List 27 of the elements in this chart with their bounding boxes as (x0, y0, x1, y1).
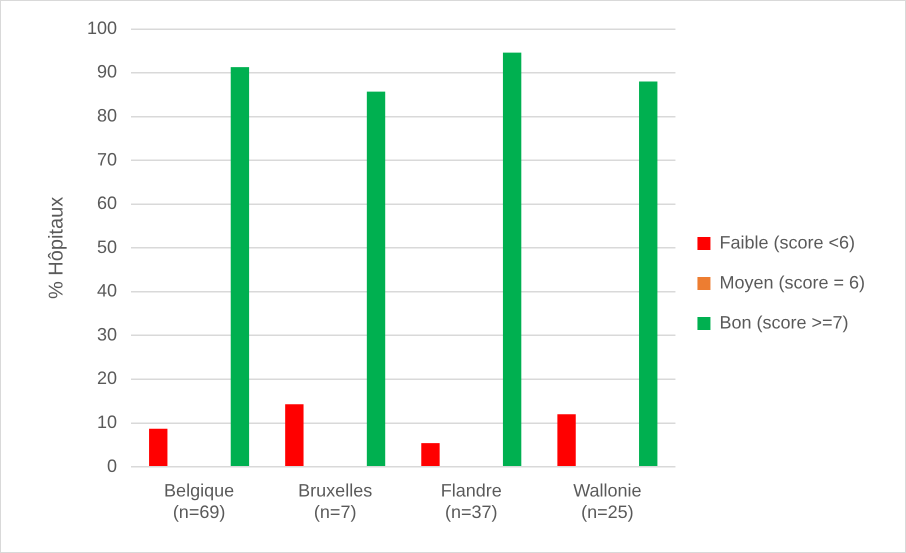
y-tick-label: 90 (97, 62, 118, 82)
y-tick-label: 40 (97, 280, 118, 301)
y-tick-label: 80 (97, 106, 118, 126)
y-tick-label: 10 (97, 412, 118, 432)
x-tick-label: Wallonie (n=25) (573, 480, 642, 522)
y-tick-label: 100 (86, 18, 118, 38)
y-tick-label: 30 (97, 324, 118, 344)
x-tick-label: Belgique (n=69) (164, 480, 234, 522)
bar (230, 67, 250, 466)
y-tick-label: 70 (97, 149, 118, 170)
y-axis-title: % Hôpitaux (46, 196, 68, 300)
bar (502, 52, 522, 466)
legend-label: Faible (score <6) (719, 232, 856, 252)
bar (639, 82, 658, 466)
bar (557, 414, 576, 466)
legend-label: Moyen (score = 6) (719, 272, 866, 292)
y-tick-label: 50 (97, 236, 118, 257)
y-tick-label: 0 (107, 456, 118, 476)
bar (285, 404, 304, 466)
bar (421, 443, 440, 466)
x-tick-label: Bruxelles (n=7) (298, 480, 372, 522)
y-tick-label: 60 (97, 193, 118, 214)
x-tick-label: Flandre (n=37) (440, 480, 502, 522)
legend-label: Bon (score >=7) (719, 312, 849, 332)
bar (366, 92, 386, 466)
y-tick-label: 20 (97, 368, 118, 388)
bar (149, 428, 168, 466)
